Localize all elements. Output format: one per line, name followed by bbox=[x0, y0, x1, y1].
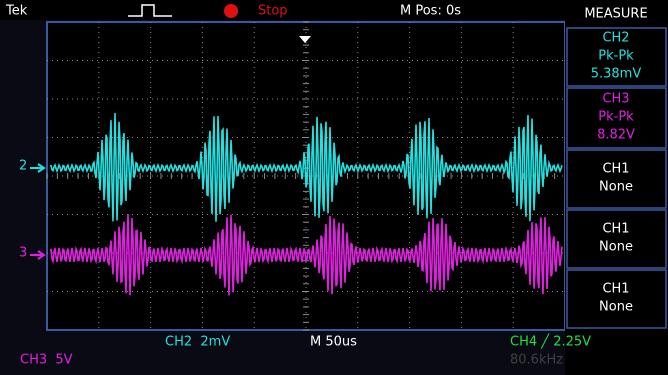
frequency: 80.6kHz bbox=[510, 353, 563, 368]
timebase: M 50us bbox=[310, 335, 357, 350]
measure-title: MEASURE bbox=[584, 7, 647, 22]
measure-channel: CH1 bbox=[602, 222, 629, 237]
measure-channel: CH1 bbox=[602, 282, 629, 297]
ch2-scale: CH2 2mV bbox=[165, 335, 230, 350]
ch3-scale: CH3 5V bbox=[20, 353, 73, 368]
measure-label: None bbox=[599, 180, 633, 195]
measure-value: 5.38mV bbox=[591, 67, 642, 82]
brand: Tek bbox=[5, 4, 28, 19]
measure-label: None bbox=[599, 300, 633, 315]
measure-channel: CH1 bbox=[602, 162, 629, 177]
measure-label: Pk-Pk bbox=[598, 110, 634, 125]
measure-channel: CH2 bbox=[602, 31, 629, 46]
page: Tek Stop M Pos: 0s 2 3 MEASURE CH2 Pk-Pk 5… bbox=[0, 0, 668, 375]
scope-screen: Tek Stop M Pos: 0s 2 3 MEASURE CH2 Pk-Pk 5… bbox=[0, 0, 668, 375]
trigger-level: CH4 ╱ 2.25V bbox=[510, 333, 591, 350]
status: Stop bbox=[258, 4, 288, 19]
measure-label: None bbox=[599, 240, 633, 255]
channel-marker: 3 bbox=[19, 246, 27, 261]
channel-marker: 2 bbox=[19, 159, 27, 174]
measure-value: 8.82V bbox=[597, 128, 635, 143]
measure-items: CH2 Pk-Pk 5.38mV CH3 Pk-Pk 8.82V CH1 None CH1 Non… bbox=[567, 28, 666, 328]
measure-channel: CH3 bbox=[602, 92, 629, 107]
position: M Pos: 0s bbox=[400, 4, 461, 19]
stop-indicator bbox=[224, 4, 238, 18]
measure-label: Pk-Pk bbox=[598, 49, 634, 64]
